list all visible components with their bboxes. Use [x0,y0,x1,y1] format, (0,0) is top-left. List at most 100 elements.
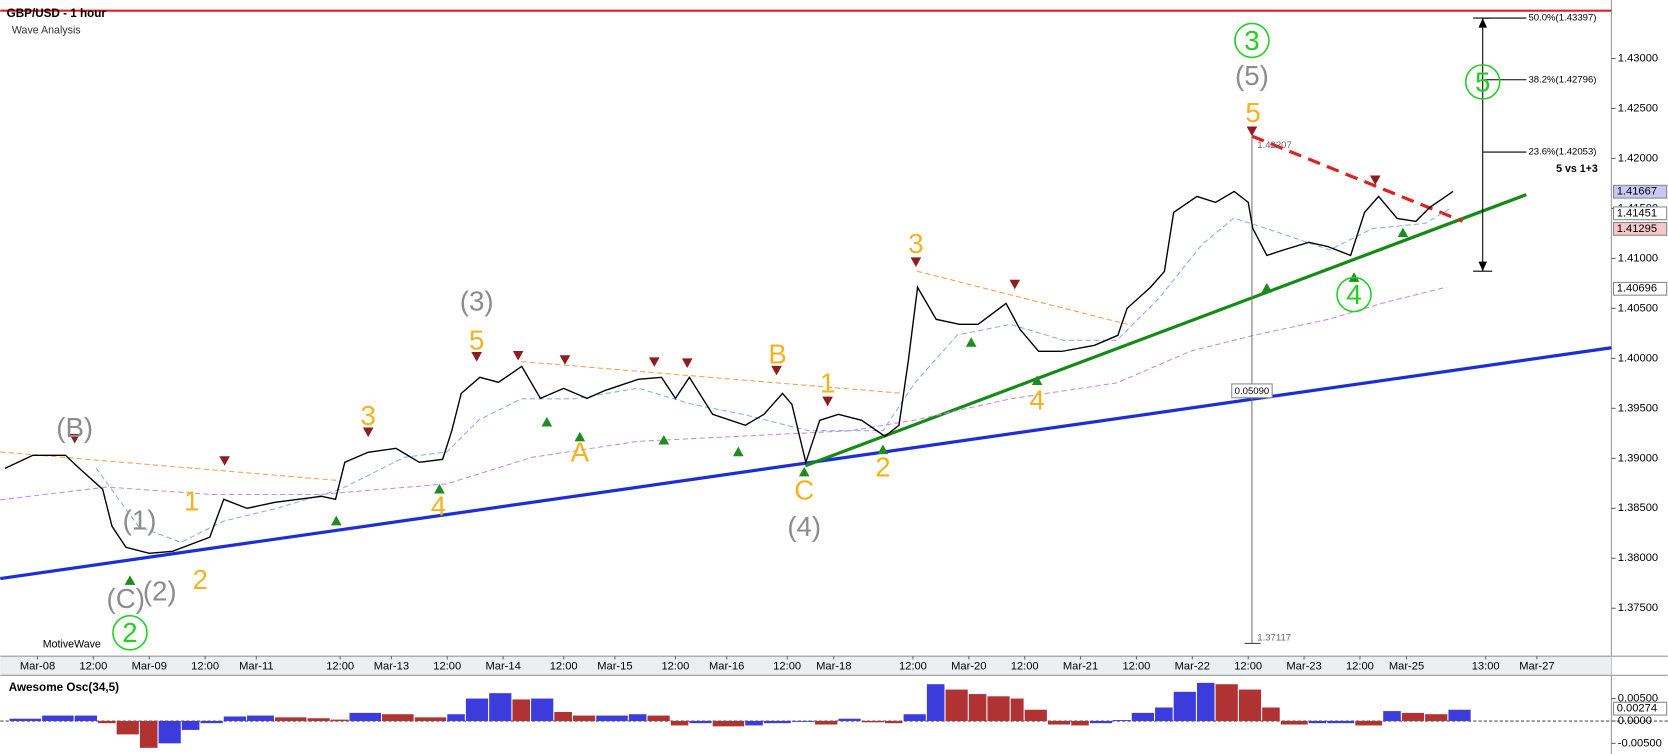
y-tick-label: 1.38500 [1618,502,1658,514]
wave-circle [1234,22,1270,59]
wave-label: 2 [122,617,137,648]
x-tick-label: 12:00 [773,661,801,673]
price-axis-area [1611,0,1668,754]
y-tick-label: 1.40000 [1618,352,1658,364]
osc-bar [1383,711,1401,721]
wave-circle [1336,276,1372,313]
wave-label: 1 [184,485,199,516]
y-tick-label: 1.41000 [1618,252,1658,264]
wave-label: (2) [143,576,177,607]
fib-label: 50.0%(1.43397) [1528,13,1596,24]
x-tick-label: Mar-22 [1175,661,1210,673]
pivot-low [330,515,342,526]
price-marker [1612,184,1668,199]
osc-bar [1155,707,1173,721]
wave-label: (1) [123,504,157,535]
x-tick-label: Mar-21 [1063,661,1098,673]
osc-bar [1401,712,1425,721]
x-tick-label: 12:00 [433,661,461,673]
x-tick-label: Mar-11 [239,661,274,673]
osc-bar [628,714,647,721]
x-tick-label: Mar-15 [597,661,632,673]
x-tick-label: 12:00 [1122,661,1150,673]
osc-bar [223,716,246,721]
x-tick-label: Mar-13 [374,661,409,673]
x-tick-label: 12:00 [550,661,578,673]
wave-label: (C) [107,583,145,614]
y-tick-label: 1.39500 [1618,402,1658,414]
pivot-low [541,416,553,427]
osc-bar [414,717,447,721]
x-tick-label: 12:00 [1346,661,1374,673]
wave-label: 4 [1346,279,1361,310]
osc-bar [1355,720,1383,726]
range-label: 0.05090 [1235,386,1270,397]
pivot-high [512,350,524,361]
osc-bar [1089,720,1113,724]
chart-subtitle: Wave Analysis [12,25,81,37]
x-tick-label: 12:00 [1234,661,1262,673]
brand: MotiveWave [43,638,101,650]
wave-label: (B) [56,412,93,443]
osc-bar [987,696,1010,721]
osc-bar [838,718,861,721]
x-tick-label: 12:00 [326,661,354,673]
pivot-high [69,433,80,444]
price-marker-label: 1.41451 [1617,207,1657,219]
trend-line [0,451,341,482]
wave-label: C [794,475,814,506]
osc-marker [1612,701,1668,716]
osc-bar [1047,720,1071,725]
x-tick-label: Mar-27 [1519,661,1554,673]
wave-label: B [768,339,786,370]
osc-bar [489,693,512,721]
x-tick-label: 13:00 [1472,661,1500,673]
osc-bar [200,720,223,724]
osc-bar [945,689,968,721]
osc-bar [1131,712,1154,721]
wave-circle [1464,64,1501,100]
osc-bar [745,720,763,726]
osc-bar [247,715,274,721]
price-marker [1612,206,1668,221]
osc-bar [74,715,97,721]
x-tick-label: Mar-14 [485,661,520,673]
pivot-high [362,427,374,438]
wave-label: 1 [820,367,835,398]
osc-bar [307,718,330,721]
osc-bar [98,720,116,724]
wave-circle [112,614,148,651]
osc-bar [763,720,791,724]
pivot-high [648,357,660,367]
pivot-low [798,466,810,477]
pivot-low [434,483,445,494]
osc-bar [1238,689,1262,721]
pivot-high [822,396,833,407]
osc-bar [1113,720,1131,721]
osc-title: Awesome Osc(34,5) [9,681,119,694]
osc-bar [1262,707,1280,721]
pivot-high [771,365,782,376]
y-tick-label: 0.0000 [1618,715,1652,727]
osc-bar [689,720,712,724]
osc-bar [158,720,181,744]
osc-bar [531,698,554,721]
osc-bar [1010,698,1024,721]
x-tick-label: Mar-16 [709,661,744,673]
pivot-low [658,434,670,445]
arrow-head [1478,261,1487,272]
osc-bar [382,714,414,721]
x-tick-label: 12:00 [661,661,689,673]
pivot-low [877,444,889,455]
range-box [1231,383,1273,399]
osc-bar [1327,720,1355,724]
trend-line [1251,134,1464,223]
price-line [4,190,1454,555]
osc-bar [349,712,382,721]
x-tick-label: Mar-09 [132,661,167,673]
y-tick-label: 1.37500 [1618,602,1658,614]
x-tick-label: Mar-18 [816,661,851,673]
osc-bar [181,720,200,730]
osc-bar [9,718,42,721]
osc-bar [572,715,596,721]
